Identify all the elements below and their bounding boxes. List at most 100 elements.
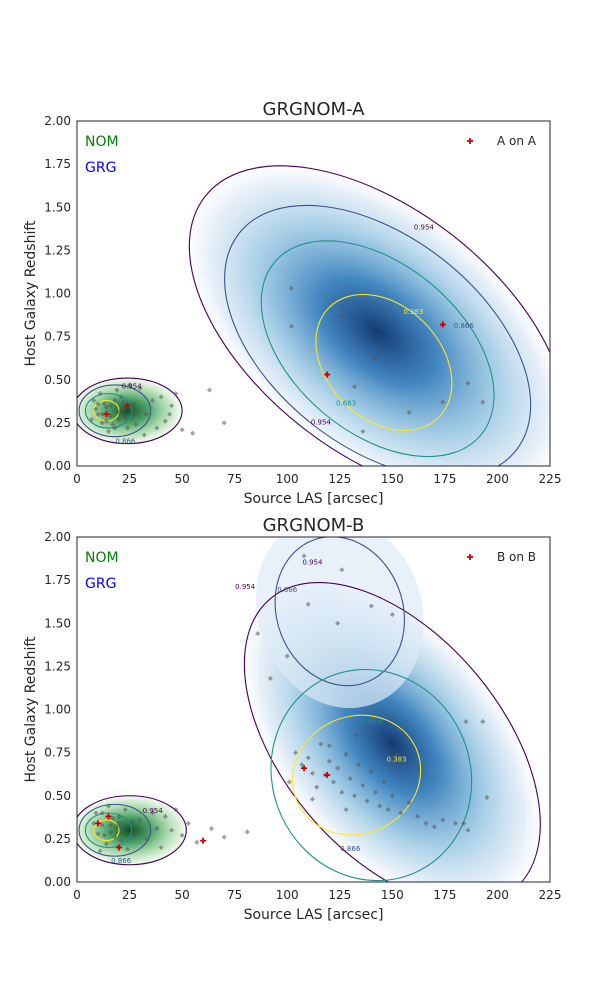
nom-point (143, 411, 149, 417)
annotation-nom: NOM (85, 134, 119, 150)
grg-point (440, 399, 446, 405)
contour-label: 0.954 (302, 559, 323, 567)
highlight-point (200, 837, 207, 844)
highlight-point (103, 411, 110, 418)
grg-point (393, 751, 400, 757)
axes-frame (76, 536, 551, 883)
x-tick-label: 150 (381, 472, 404, 486)
grg-point (372, 356, 379, 362)
x-tick-label: 25 (122, 472, 137, 486)
x-axis-label: Source LAS [arcsec] (244, 907, 384, 923)
grg-contour (270, 668, 473, 882)
grg-point (301, 553, 307, 559)
contour-label: 0.954 (122, 382, 143, 390)
nom-point (221, 834, 227, 840)
y-tick-label: 1.75 (44, 157, 71, 171)
nom-point (194, 839, 200, 845)
nom-density (77, 792, 192, 869)
nom-point (173, 391, 179, 397)
y-tick-label: 2.00 (44, 530, 71, 544)
x-tick-label: 100 (276, 888, 299, 902)
y-tick-label: 0.50 (44, 789, 71, 803)
nom-point (137, 385, 143, 391)
grg-point (351, 384, 358, 390)
nom-point (208, 825, 215, 832)
nom-point (114, 387, 120, 393)
x-axis-label: Source LAS [arcsec] (244, 491, 384, 507)
x-tick-label: 125 (328, 888, 351, 902)
contour-label: 0.866 (277, 586, 298, 594)
x-tick-label: 225 (539, 472, 562, 486)
nom-point (91, 397, 97, 403)
plot-area: 0.954 0.866 0.383 0.683 0.954 0.954 0.866 (77, 157, 550, 466)
x-tick-label: 75 (227, 888, 242, 902)
nom-point (141, 432, 147, 438)
nom-point (110, 422, 116, 428)
contour-label: 0.866 (454, 322, 475, 330)
grg-point (440, 817, 446, 823)
contour-label: 0.383 (403, 308, 423, 316)
grg-contour (291, 714, 422, 836)
contour-label: 0.954 (414, 224, 435, 232)
nom-point (120, 399, 126, 405)
x-tick-label: 200 (486, 472, 509, 486)
nom-contour (93, 819, 120, 842)
chart-panel-2: 0.954 0.954 0.866 0.683 0.383 0.866 0.954 0.866… (23, 515, 561, 923)
y-tick-label: 1.50 (44, 200, 71, 214)
nom-point (162, 418, 168, 424)
x-tick-label: 0 (73, 888, 81, 902)
y-tick-label: 1.25 (44, 243, 71, 257)
nom-point (97, 391, 103, 397)
nom-point (206, 387, 212, 393)
nom-contour (78, 384, 152, 438)
grg-point (389, 793, 395, 799)
highlight-point (324, 772, 331, 779)
grg-point (360, 782, 366, 788)
grg-point (465, 380, 471, 386)
contour-label: 0.683 (336, 400, 356, 408)
highlight-point (105, 813, 112, 820)
chart-title: GRGNOM-A (263, 99, 366, 120)
nom-point (131, 401, 137, 407)
nom-contour (77, 795, 187, 866)
highlight-point (116, 844, 123, 851)
highlight-point (124, 402, 131, 409)
nom-point (158, 394, 164, 400)
grg-density (179, 157, 550, 466)
contour-label: 0.866 (115, 438, 136, 446)
nom-point (179, 427, 185, 433)
nom-point (166, 411, 173, 417)
contour-label: 0.954 (235, 583, 256, 591)
grg-point (360, 428, 366, 435)
chart-title: GRGNOM-B (263, 515, 365, 536)
nom-point (112, 425, 118, 431)
annotation-grg: GRG (85, 576, 116, 592)
nom-contour (77, 377, 183, 445)
grg-point (288, 285, 294, 291)
grg-contour (274, 537, 406, 687)
y-tick-label: 1.50 (44, 616, 71, 630)
grg-point (389, 612, 395, 618)
grg-point (318, 741, 324, 747)
y-tick-label: 1.00 (44, 703, 71, 717)
grg-point (288, 323, 294, 329)
grg-point (339, 313, 345, 319)
nom-point (112, 834, 118, 840)
nom-point (122, 415, 128, 421)
x-tick-label: 75 (227, 472, 242, 486)
y-axis-label: Host Galaxy Redshift (23, 220, 39, 367)
x-tick-label: 0 (73, 472, 81, 486)
x-tick-label: 125 (328, 472, 351, 486)
grg-point (372, 789, 379, 795)
nom-point (221, 420, 227, 426)
y-tick-label: 1.75 (44, 573, 71, 587)
nom-contour (78, 803, 152, 857)
grg-point (356, 762, 362, 768)
contour-label: 0.866 (340, 845, 361, 853)
y-tick-label: 0.75 (44, 330, 71, 344)
y-tick-label: 0.25 (44, 416, 71, 430)
grg-contour (188, 165, 550, 466)
chart-panel-1: 0.954 0.866 0.383 0.683 0.954 0.954 0.866 0 25 50… (23, 99, 562, 507)
y-tick-label: 0.50 (44, 373, 71, 387)
